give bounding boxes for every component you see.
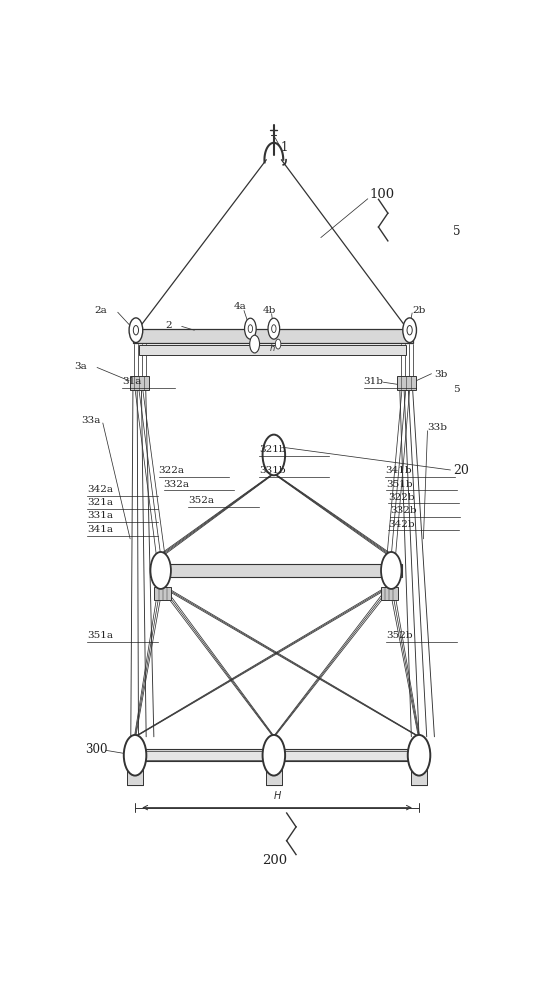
- Circle shape: [407, 326, 412, 335]
- Bar: [397, 376, 415, 390]
- Text: 341b: 341b: [385, 466, 412, 475]
- Bar: [133, 329, 413, 343]
- Text: 332b: 332b: [390, 506, 417, 515]
- Text: 331b: 331b: [259, 466, 285, 475]
- Bar: [125, 749, 429, 761]
- Text: 3a: 3a: [74, 362, 87, 371]
- Text: 33a: 33a: [82, 416, 101, 425]
- Text: 331a: 331a: [87, 511, 114, 520]
- Text: 2b: 2b: [413, 306, 426, 315]
- Text: 332a: 332a: [164, 480, 190, 489]
- Circle shape: [263, 735, 285, 776]
- Text: 3b: 3b: [434, 370, 447, 379]
- Circle shape: [248, 325, 252, 333]
- Text: 342a: 342a: [87, 485, 114, 494]
- Text: 322a: 322a: [159, 466, 185, 475]
- Text: H: H: [273, 791, 281, 801]
- Text: 2: 2: [165, 321, 171, 330]
- Bar: [266, 761, 282, 785]
- Bar: [150, 564, 402, 577]
- Bar: [139, 345, 406, 355]
- Circle shape: [250, 335, 260, 353]
- Circle shape: [150, 552, 171, 589]
- Text: 100: 100: [370, 188, 395, 201]
- Text: 4b: 4b: [263, 306, 277, 315]
- Circle shape: [268, 318, 280, 339]
- Text: 2a: 2a: [95, 306, 107, 315]
- Text: h: h: [270, 344, 276, 353]
- Text: 5: 5: [453, 385, 460, 394]
- Bar: [139, 751, 415, 760]
- Bar: [381, 587, 398, 600]
- Circle shape: [408, 735, 430, 776]
- Text: 351b: 351b: [386, 480, 413, 489]
- Text: 31b: 31b: [364, 377, 383, 386]
- Text: 5: 5: [453, 225, 461, 238]
- Circle shape: [129, 318, 143, 343]
- Text: 351a: 351a: [87, 631, 114, 640]
- Bar: [127, 761, 143, 785]
- Text: 322b: 322b: [388, 493, 415, 502]
- Text: 1: 1: [281, 141, 289, 154]
- Text: 352b: 352b: [386, 631, 413, 640]
- Text: 321a: 321a: [87, 498, 114, 507]
- Text: 4a: 4a: [233, 302, 246, 311]
- Bar: [154, 587, 171, 600]
- Circle shape: [263, 435, 285, 475]
- Circle shape: [403, 318, 417, 343]
- Circle shape: [276, 339, 281, 349]
- Text: 300: 300: [85, 743, 107, 756]
- Bar: [130, 376, 149, 390]
- Text: 200: 200: [262, 854, 287, 867]
- Circle shape: [245, 318, 256, 339]
- Text: 352a: 352a: [188, 496, 214, 505]
- Circle shape: [272, 325, 276, 333]
- Text: 20: 20: [453, 464, 469, 477]
- Bar: [412, 761, 426, 785]
- Text: 33b: 33b: [428, 424, 447, 432]
- Text: 31a: 31a: [122, 377, 142, 386]
- Circle shape: [133, 326, 138, 335]
- Text: 342b: 342b: [388, 520, 415, 529]
- Text: 341a: 341a: [87, 525, 114, 534]
- Circle shape: [381, 552, 402, 589]
- Circle shape: [124, 735, 147, 776]
- Text: 321b: 321b: [259, 445, 285, 454]
